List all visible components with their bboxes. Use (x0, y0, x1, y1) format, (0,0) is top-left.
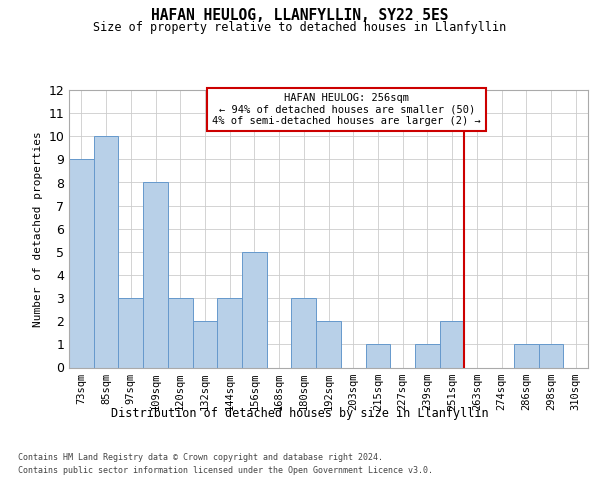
Bar (217, 298, 242, 368)
Bar (514, 344, 539, 368)
Bar (292, 298, 316, 368)
Bar (94, 136, 118, 368)
Bar (242, 252, 267, 368)
Bar (539, 344, 563, 368)
Text: HAFAN HEULOG, LLANFYLLIN, SY22 5ES: HAFAN HEULOG, LLANFYLLIN, SY22 5ES (151, 8, 449, 22)
Text: HAFAN HEULOG: 256sqm
← 94% of detached houses are smaller (50)
4% of semi-detach: HAFAN HEULOG: 256sqm ← 94% of detached h… (212, 93, 481, 126)
Text: Size of property relative to detached houses in Llanfyllin: Size of property relative to detached ho… (94, 21, 506, 34)
Bar (365, 344, 390, 368)
Y-axis label: Number of detached properties: Number of detached properties (33, 131, 43, 326)
Bar (69, 160, 94, 368)
Bar (143, 182, 168, 368)
Bar (168, 298, 193, 368)
Bar (415, 344, 440, 368)
Text: Contains HM Land Registry data © Crown copyright and database right 2024.: Contains HM Land Registry data © Crown c… (18, 452, 383, 462)
Text: Distribution of detached houses by size in Llanfyllin: Distribution of detached houses by size … (111, 408, 489, 420)
Bar (193, 322, 217, 368)
Bar (118, 298, 143, 368)
Bar (440, 322, 464, 368)
Bar (316, 322, 341, 368)
Text: Contains public sector information licensed under the Open Government Licence v3: Contains public sector information licen… (18, 466, 433, 475)
